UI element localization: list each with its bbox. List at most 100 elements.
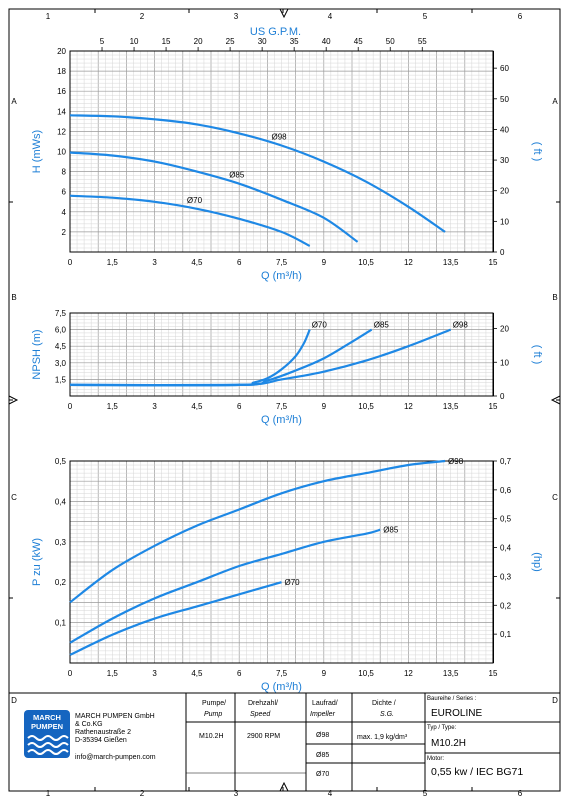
header-impeller-de: Laufrad/ bbox=[312, 700, 338, 707]
company-name: MARCH PUMPEN GmbH bbox=[75, 713, 155, 720]
y-tick-label: 18 bbox=[57, 67, 66, 76]
company-email: info@march-pumpen.com bbox=[75, 754, 156, 761]
y2-tick-label: 30 bbox=[500, 156, 509, 165]
x2-axis-title: US G.P.M. bbox=[250, 26, 301, 38]
frame-row-right-D: D bbox=[552, 696, 558, 705]
y2-tick-label: 20 bbox=[500, 187, 509, 196]
y-tick-label: 0,3 bbox=[55, 538, 67, 547]
x2-tick-label: 30 bbox=[258, 37, 267, 46]
center-mark-top bbox=[279, 8, 289, 19]
x2-tick-label: 25 bbox=[226, 37, 235, 46]
y2-tick-label: 0 bbox=[500, 392, 505, 401]
x-tick-label: 7,5 bbox=[276, 402, 288, 411]
y2-tick-label: 0,6 bbox=[500, 486, 512, 495]
y-axis-title: NPSH (m) bbox=[31, 329, 43, 379]
series-value: EUROLINE bbox=[431, 708, 482, 719]
logo-text-2: PUMPEN bbox=[31, 722, 63, 731]
x2-tick-label: 40 bbox=[322, 37, 331, 46]
y2-axis-title: ( ft ) bbox=[531, 345, 543, 365]
frame-col-bottom-5: 5 bbox=[423, 789, 428, 798]
grid bbox=[69, 312, 494, 397]
y2-tick-label: 0,7 bbox=[500, 457, 512, 466]
motor-value: 0,55 kw / IEC BG71 bbox=[431, 766, 523, 778]
frame-col-top-2: 2 bbox=[140, 12, 145, 21]
x-tick-label: 13,5 bbox=[443, 669, 459, 678]
y-axis-title: P zu (kW) bbox=[31, 538, 43, 586]
y-tick-label: 12 bbox=[57, 127, 66, 136]
series-label: Ø85 bbox=[383, 526, 399, 535]
impeller-98: Ø98 bbox=[316, 732, 329, 739]
series-line-d98 bbox=[69, 459, 446, 604]
y2-tick-label: 50 bbox=[500, 95, 509, 104]
y-tick-label: 2 bbox=[62, 228, 67, 237]
frame-row-right-B: B bbox=[552, 293, 557, 302]
x-tick-label: 9 bbox=[322, 402, 327, 411]
frame-row-left-B: B bbox=[11, 293, 16, 302]
chart-3: 0 1,5 3 4,5 6 7,5 9 10,5 12 13,5 15 0,1 0,2 0,3 0,4 0,5… bbox=[31, 457, 543, 693]
series-line-d85 bbox=[69, 151, 359, 243]
x2-tick-label: 5 bbox=[100, 37, 105, 46]
frame-col-bottom-1: 1 bbox=[46, 789, 51, 798]
y2-tick-label: 0,2 bbox=[500, 601, 512, 610]
x-tick-label: 6 bbox=[237, 402, 242, 411]
company-form: & Co.KG bbox=[75, 721, 103, 728]
logo-text-1: MARCH bbox=[33, 713, 61, 722]
y-tick-label: 6 bbox=[62, 188, 67, 197]
y2-tick-label: 0,5 bbox=[500, 515, 512, 524]
frame-col-top-5: 5 bbox=[423, 12, 428, 21]
x-tick-label: 4,5 bbox=[191, 258, 203, 267]
frame-col-bottom-3: 3 bbox=[234, 789, 239, 798]
x-tick-label: 12 bbox=[404, 258, 413, 267]
x-axis-title: Q (m³/h) bbox=[261, 681, 302, 693]
series-line-d85 bbox=[69, 528, 381, 644]
y-tick-label: 0,5 bbox=[55, 457, 67, 466]
frame-col-bottom-2: 2 bbox=[140, 789, 145, 798]
frame-row-left-D: D bbox=[11, 696, 17, 705]
x-tick-label: 6 bbox=[237, 669, 242, 678]
x2-tick-label: 50 bbox=[386, 37, 395, 46]
grid bbox=[69, 460, 494, 664]
x-tick-label: 4,5 bbox=[191, 402, 203, 411]
y2-tick-label: 0,3 bbox=[500, 572, 512, 581]
x-tick-label: 10,5 bbox=[358, 669, 374, 678]
x-tick-label: 0 bbox=[68, 402, 73, 411]
grid bbox=[69, 50, 494, 253]
frame-col-bottom-4: 4 bbox=[328, 789, 333, 798]
y-tick-label: 14 bbox=[57, 107, 66, 116]
y2-tick-label: 60 bbox=[500, 64, 509, 73]
x2-tick-label: 20 bbox=[194, 37, 203, 46]
series-line-d70 bbox=[69, 581, 282, 656]
y2-tick-label: 0,1 bbox=[500, 630, 512, 639]
x-tick-label: 15 bbox=[489, 669, 498, 678]
frame-row-right-A: A bbox=[552, 97, 558, 106]
x-tick-label: 1,5 bbox=[107, 669, 119, 678]
x-tick-label: 10,5 bbox=[358, 402, 374, 411]
x-tick-label: 7,5 bbox=[276, 258, 288, 267]
pump-value: M10.2H bbox=[199, 733, 224, 740]
frame-col-bottom-6: 6 bbox=[518, 789, 523, 798]
x-tick-label: 9 bbox=[322, 258, 327, 267]
charts: 0 1,5 3 4,5 6 7,5 9 10,5 12 13,5 15 2 4 6 8 10 12 14 16 18 2… bbox=[31, 26, 543, 693]
frame-col-top-6: 6 bbox=[518, 12, 523, 21]
x-tick-label: 3 bbox=[152, 258, 157, 267]
x-tick-label: 15 bbox=[489, 258, 498, 267]
header-speed-en: Speed bbox=[250, 711, 271, 718]
x2-tick-label: 35 bbox=[290, 37, 299, 46]
speed-value: 2900 RPM bbox=[247, 733, 280, 740]
y2-tick-label: 10 bbox=[500, 358, 509, 367]
y-tick-label: 1,5 bbox=[55, 375, 67, 384]
series-label: Ø70 bbox=[285, 578, 301, 587]
y-tick-label: 0,4 bbox=[55, 497, 67, 506]
type-value: M10.2H bbox=[431, 738, 466, 749]
y-tick-label: 4 bbox=[62, 208, 67, 217]
series-label: Ø85 bbox=[374, 321, 390, 330]
series-line-d98 bbox=[69, 328, 452, 387]
y-tick-label: 16 bbox=[57, 87, 66, 96]
density-value: max. 1,9 kg/dm³ bbox=[357, 734, 408, 741]
x-tick-label: 12 bbox=[404, 402, 413, 411]
series-line-d70 bbox=[69, 194, 311, 247]
series-label: Baureihe / Series : bbox=[427, 696, 477, 702]
x-axis-title: Q (m³/h) bbox=[261, 414, 302, 426]
chart-1: 0 1,5 3 4,5 6 7,5 9 10,5 12 13,5 15 2 4 6 8 10 12 14 16 18 2… bbox=[31, 26, 543, 282]
